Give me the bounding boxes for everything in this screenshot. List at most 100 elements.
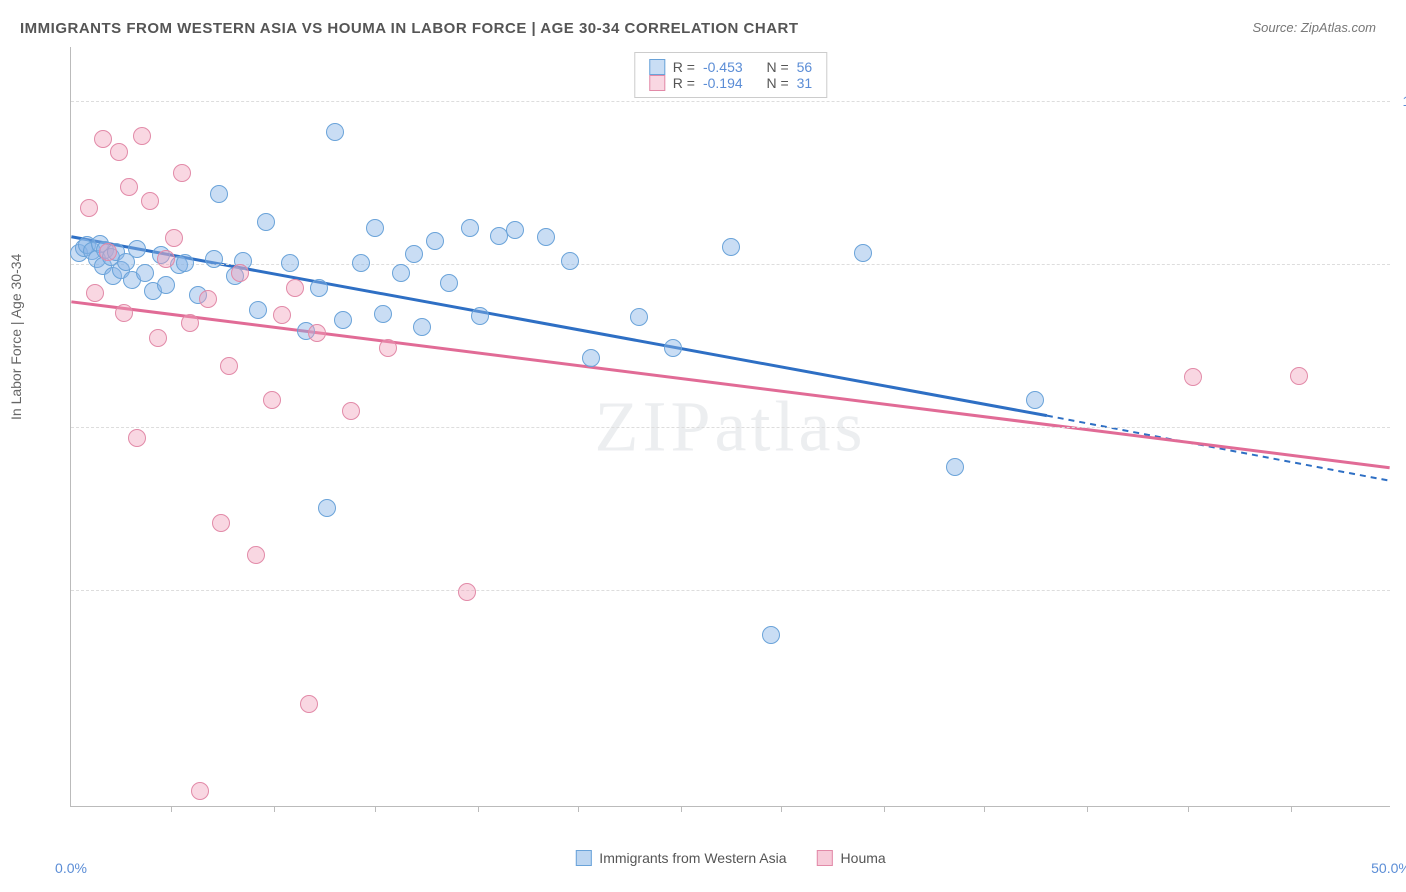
scatter-point <box>405 245 423 263</box>
source-label: Source: ZipAtlas.com <box>1252 20 1376 35</box>
scatter-point <box>352 254 370 272</box>
scatter-point <box>286 279 304 297</box>
scatter-point <box>342 402 360 420</box>
scatter-point <box>128 429 146 447</box>
scatter-point <box>136 264 154 282</box>
scatter-point <box>263 391 281 409</box>
scatter-point <box>191 782 209 800</box>
correlation-legend: R = -0.453 N = 56R = -0.194 N = 31 <box>634 52 827 98</box>
scatter-point <box>115 304 133 322</box>
n-label: N = <box>766 75 788 91</box>
scatter-point <box>1290 367 1308 385</box>
scatter-point <box>762 626 780 644</box>
n-value: 56 <box>797 59 813 75</box>
scatter-point <box>281 254 299 272</box>
scatter-point <box>157 250 175 268</box>
scatter-point <box>379 339 397 357</box>
scatter-point <box>257 213 275 231</box>
scatter-point <box>231 264 249 282</box>
scatter-point <box>149 329 167 347</box>
scatter-point <box>80 199 98 217</box>
legend-series-label: Immigrants from Western Asia <box>599 850 786 866</box>
scatter-point <box>128 240 146 258</box>
r-value: -0.453 <box>703 59 743 75</box>
legend-stat-row: R =-0.194 N =31 <box>649 75 812 91</box>
scatter-point <box>413 318 431 336</box>
scatter-point <box>1026 391 1044 409</box>
chart-title: IMMIGRANTS FROM WESTERN ASIA VS HOUMA IN… <box>20 20 1386 37</box>
scatter-point <box>212 514 230 532</box>
n-value: 31 <box>797 75 813 91</box>
scatter-point <box>308 324 326 342</box>
x-minor-tick <box>1188 806 1189 812</box>
series-legend: Immigrants from Western Asia Houma <box>575 850 885 866</box>
scatter-point <box>133 127 151 145</box>
scatter-point <box>374 305 392 323</box>
scatter-point <box>318 499 336 517</box>
scatter-point <box>157 276 175 294</box>
scatter-point <box>176 254 194 272</box>
legend-stat-row: R = -0.453 N = 56 <box>649 59 812 75</box>
x-minor-tick <box>274 806 275 812</box>
scatter-point <box>273 306 291 324</box>
scatter-point <box>99 243 117 261</box>
scatter-point <box>440 274 458 292</box>
n-label: N = <box>766 59 788 75</box>
legend-swatch <box>575 850 591 866</box>
scatter-point <box>471 307 489 325</box>
scatter-point <box>1184 368 1202 386</box>
scatter-point <box>247 546 265 564</box>
scatter-point <box>199 290 217 308</box>
scatter-point <box>366 219 384 237</box>
scatter-point <box>854 244 872 262</box>
legend-swatch <box>649 75 665 91</box>
x-minor-tick <box>781 806 782 812</box>
scatter-point <box>165 229 183 247</box>
gridline-horizontal <box>71 101 1390 102</box>
x-minor-tick <box>1291 806 1292 812</box>
scatter-point <box>173 164 191 182</box>
r-value: -0.194 <box>703 75 743 91</box>
scatter-point <box>630 308 648 326</box>
gridline-horizontal <box>71 590 1390 591</box>
scatter-point <box>426 232 444 250</box>
scatter-point <box>664 339 682 357</box>
scatter-point <box>249 301 267 319</box>
scatter-point <box>181 314 199 332</box>
scatter-point <box>94 130 112 148</box>
legend-series-item: Immigrants from Western Asia <box>575 850 786 866</box>
x-minor-tick <box>478 806 479 812</box>
x-minor-tick <box>578 806 579 812</box>
scatter-point <box>946 458 964 476</box>
legend-series-label: Houma <box>841 850 886 866</box>
scatter-point <box>110 143 128 161</box>
x-minor-tick <box>681 806 682 812</box>
r-label: R = <box>673 59 695 75</box>
scatter-point <box>141 192 159 210</box>
scatter-point <box>458 583 476 601</box>
chart-plot-area: ZIPatlas R =-0.453 N =56R =-0.194 N =31 … <box>70 47 1390 807</box>
gridline-horizontal <box>71 427 1390 428</box>
scatter-point <box>210 185 228 203</box>
x-minor-tick <box>375 806 376 812</box>
scatter-point <box>722 238 740 256</box>
scatter-point <box>86 284 104 302</box>
scatter-point <box>506 221 524 239</box>
scatter-point <box>392 264 410 282</box>
y-tick-label: 100.0% <box>1403 93 1406 109</box>
x-tick-label: 50.0% <box>1371 860 1406 876</box>
x-minor-tick <box>1087 806 1088 812</box>
scatter-point <box>582 349 600 367</box>
y-axis-label: In Labor Force | Age 30-34 <box>8 254 24 420</box>
legend-swatch <box>649 59 665 75</box>
legend-swatch <box>817 850 833 866</box>
scatter-point <box>561 252 579 270</box>
scatter-point <box>461 219 479 237</box>
x-minor-tick <box>884 806 885 812</box>
scatter-point <box>326 123 344 141</box>
x-minor-tick <box>171 806 172 812</box>
scatter-point <box>120 178 138 196</box>
scatter-point <box>205 250 223 268</box>
scatter-point <box>220 357 238 375</box>
scatter-point <box>310 279 328 297</box>
